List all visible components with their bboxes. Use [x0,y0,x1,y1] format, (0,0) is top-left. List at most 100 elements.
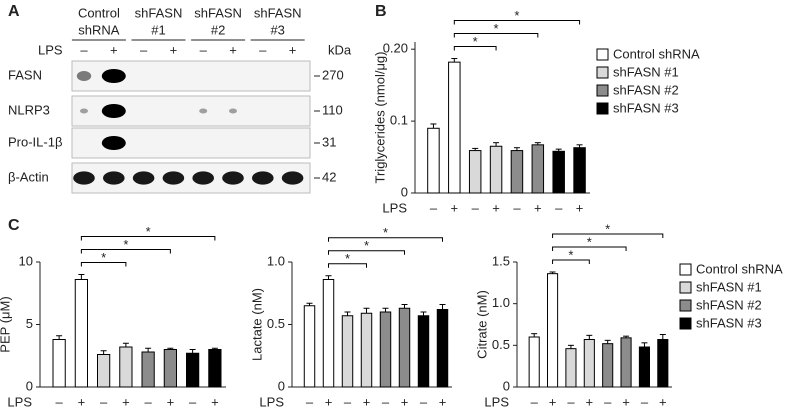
column-header: Control [78,5,120,20]
x-tick-label: – [344,394,352,409]
band [80,108,88,114]
panel-label: A [8,3,20,20]
lps-sign: + [170,42,178,57]
legend-label: Control shRNA [613,46,700,61]
y-tick-label: 0 [26,378,33,393]
bar [620,337,632,388]
legend-swatch [679,299,692,312]
bar [573,147,586,194]
mw-label: 270 [322,67,344,82]
bar [303,305,316,388]
y-tick-label: 0 [278,378,285,393]
x-tick-label: + [211,394,219,409]
bar [602,343,614,388]
band [101,104,126,118]
x-tick-label: – [555,200,563,215]
y-axis-title: PEP (μM) [0,296,12,352]
lps-sign: – [140,42,148,57]
bar [186,352,200,388]
lps-sign: + [229,42,237,57]
x-tick-label: – [100,394,108,409]
legend-label: Control shRNA [696,261,783,276]
y-tick-label: 0 [401,184,408,199]
x-tick-label: + [622,394,630,409]
band [103,171,125,185]
x-axis-title: LPS [484,394,509,409]
x-tick-label: – [382,394,390,409]
bar [398,307,411,388]
x-tick-label: + [534,200,542,215]
significance-label: * [146,224,151,239]
x-axis-title: LPS [259,394,284,409]
mw-label: 31 [322,134,336,149]
bar [468,150,482,194]
x-tick-label: + [549,394,557,409]
y-axis-title: Triglycerides (nmol/μg) [372,52,387,184]
x-tick-label: + [659,394,667,409]
significance-label: * [101,250,106,265]
bar [657,339,669,388]
x-tick-label: – [306,394,314,409]
column-header: #2 [211,22,225,37]
x-tick-label: + [167,394,175,409]
x-tick-label: + [325,394,333,409]
band [251,171,274,185]
x-tick-label: – [430,200,438,215]
bar [638,346,650,388]
y-tick-label: 1.0 [267,253,285,268]
bar [510,150,524,194]
lps-sign: + [289,42,297,57]
significance-label: * [568,247,573,262]
y-tick-label: 5 [26,316,33,331]
mw-label: 110 [322,102,343,117]
bar [528,336,540,388]
bar [565,348,577,388]
x-tick-label: – [567,394,575,409]
significance-label: * [514,8,519,23]
column-header: #1 [151,22,165,37]
significance-bracket [453,46,497,51]
x-axis-title: LPS [382,200,407,215]
lps-sign: – [259,42,267,57]
significance-bracket [80,249,171,254]
significance-bracket [552,259,590,264]
x-tick-label: + [78,394,86,409]
significance-label: * [605,221,610,236]
legend-swatch [596,102,609,115]
band [101,69,126,83]
x-tick-label: – [604,394,612,409]
row-label: NLRP3 [8,102,50,117]
bar [322,279,335,388]
band [199,108,208,114]
legend-label: shFASN #2 [696,297,762,312]
bar [436,309,449,388]
x-tick-label: + [576,200,584,215]
legend-label: shFASN #1 [696,279,762,294]
mw-unit: kDa [328,42,352,57]
significance-bracket [453,20,581,25]
bar [531,144,545,194]
legend-label: shFASN #2 [613,82,679,97]
legend-swatch [596,84,609,97]
x-tick-label: + [401,394,409,409]
x-tick-label: – [641,394,649,409]
significance-bracket [552,233,664,238]
band [101,136,126,150]
panel-label: C [8,217,20,234]
lps-sign: – [80,42,88,57]
x-tick-label: – [472,200,480,215]
significance-bracket [328,250,405,255]
bar [163,349,177,388]
x-tick-label: – [145,394,153,409]
band [192,171,214,185]
legend-swatch [596,66,609,79]
bar [583,339,595,388]
band [162,171,185,185]
bar [489,145,503,194]
y-axis-title: Lactate (nM) [249,288,264,361]
bar [417,315,430,388]
legend-swatch [679,317,692,330]
legend-swatch [679,281,692,294]
x-tick-label: + [586,394,594,409]
